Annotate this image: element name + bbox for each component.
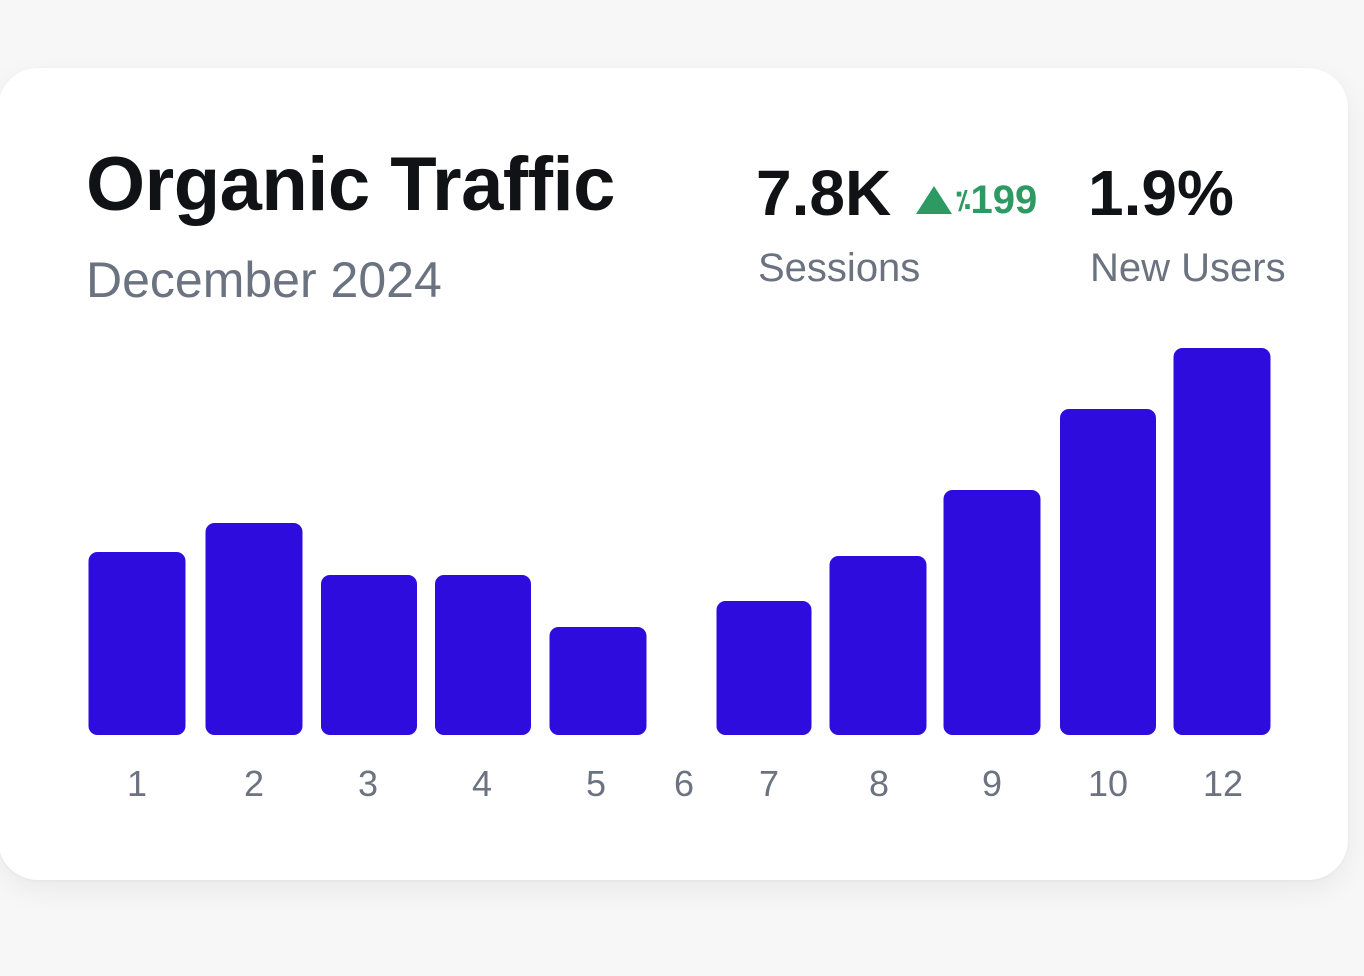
x-tick-label: 10 bbox=[1088, 763, 1128, 804]
x-tick-label: 12 bbox=[1203, 763, 1243, 804]
sessions-delta: ⁒ 199 bbox=[916, 178, 1037, 222]
x-tick-label: 3 bbox=[358, 763, 378, 804]
new-users-label: New Users bbox=[1090, 246, 1286, 290]
x-tick-label: 9 bbox=[982, 763, 1002, 804]
sessions-delta-value: 199 bbox=[970, 178, 1038, 222]
bar-4 bbox=[435, 575, 531, 735]
bar-1 bbox=[88, 552, 186, 735]
page-subtitle: December 2024 bbox=[86, 252, 442, 308]
page-title: Organic Traffic bbox=[86, 142, 615, 227]
x-tick-label: 5 bbox=[586, 763, 606, 804]
x-tick-label: 7 bbox=[759, 763, 779, 804]
bar-5 bbox=[549, 627, 647, 735]
x-tick-label: 4 bbox=[472, 763, 492, 804]
x-tick-label: 6 bbox=[674, 763, 694, 804]
sessions-label: Sessions bbox=[758, 246, 921, 290]
sessions-value: 7.8K bbox=[756, 157, 892, 229]
x-tick-label: 8 bbox=[869, 763, 889, 804]
x-tick-label: 1 bbox=[127, 763, 147, 804]
bar-7 bbox=[716, 601, 812, 735]
new-users-value: 1.9% bbox=[1088, 157, 1234, 229]
x-tick-label: 2 bbox=[244, 763, 264, 804]
bar-8 bbox=[829, 556, 927, 735]
bar-10 bbox=[1060, 409, 1156, 735]
bar-9 bbox=[943, 490, 1041, 735]
delta-glyph: ⁒ bbox=[956, 184, 971, 215]
bar-2 bbox=[205, 523, 303, 735]
trend-up-icon bbox=[916, 186, 952, 214]
bar-12 bbox=[1173, 348, 1271, 735]
bar-3 bbox=[321, 575, 417, 735]
